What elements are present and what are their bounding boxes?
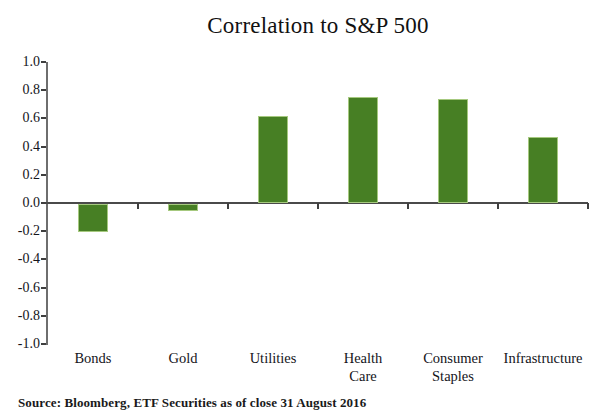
bar-health-care	[348, 97, 378, 203]
y-axis-tick-label: 0.4	[0, 138, 40, 156]
y-axis-tick-label: 0.8	[0, 81, 40, 99]
y-axis-tick	[41, 287, 46, 289]
x-category-label: Bonds	[48, 349, 138, 367]
bar-utilities	[258, 116, 288, 203]
bar-infrastructure	[528, 137, 558, 203]
y-axis-tick	[41, 146, 46, 148]
x-axis-tick	[227, 203, 229, 209]
y-axis-tick-label: -0.4	[0, 250, 40, 268]
y-axis-tick-label: 0.6	[0, 109, 40, 127]
y-axis-tick	[41, 202, 46, 204]
x-axis-tick	[407, 203, 409, 209]
y-axis-tick	[41, 343, 46, 345]
y-axis-tick-label: 0.2	[0, 166, 40, 184]
y-axis-tick-label: -0.2	[0, 222, 40, 240]
y-axis-tick-label: -0.6	[0, 279, 40, 297]
x-axis-tick	[497, 203, 499, 209]
bar-bonds	[78, 204, 108, 232]
chart-canvas: Correlation to S&P 500 1.00.80.60.40.20.…	[0, 0, 602, 418]
x-axis-tick	[587, 203, 589, 209]
y-axis-tick-label: 1.0	[0, 53, 40, 71]
y-axis-tick	[41, 89, 46, 91]
y-axis-tick	[41, 174, 46, 176]
bar-gold	[168, 204, 198, 211]
x-category-label: Health Care	[318, 349, 408, 385]
y-axis-tick-label: 0.0	[0, 194, 40, 212]
x-category-label: Utilities	[228, 349, 318, 367]
x-axis-tick	[317, 203, 319, 209]
y-axis-tick	[41, 315, 46, 317]
x-category-label: Infrastructure	[498, 349, 588, 367]
y-axis-tick	[41, 61, 46, 63]
y-axis-tick	[41, 117, 46, 119]
x-category-label: Gold	[138, 349, 228, 367]
plot-area: 1.0 0.8 0.6 0.4 0.2 0.0 -0.2 -0.4 -0.6 -0.8 -1.0 Bo…	[0, 0, 602, 418]
y-axis-tick-label: -0.8	[0, 307, 40, 325]
y-axis-tick	[41, 258, 46, 260]
bar-consumer-staples	[438, 99, 468, 203]
x-axis-tick	[137, 203, 139, 209]
y-axis-tick	[41, 230, 46, 232]
source-note: Source: Bloomberg, ETF Securities as of …	[18, 395, 366, 411]
x-category-label: Consumer Staples	[408, 349, 498, 385]
y-axis-tick-label: -1.0	[0, 335, 40, 353]
